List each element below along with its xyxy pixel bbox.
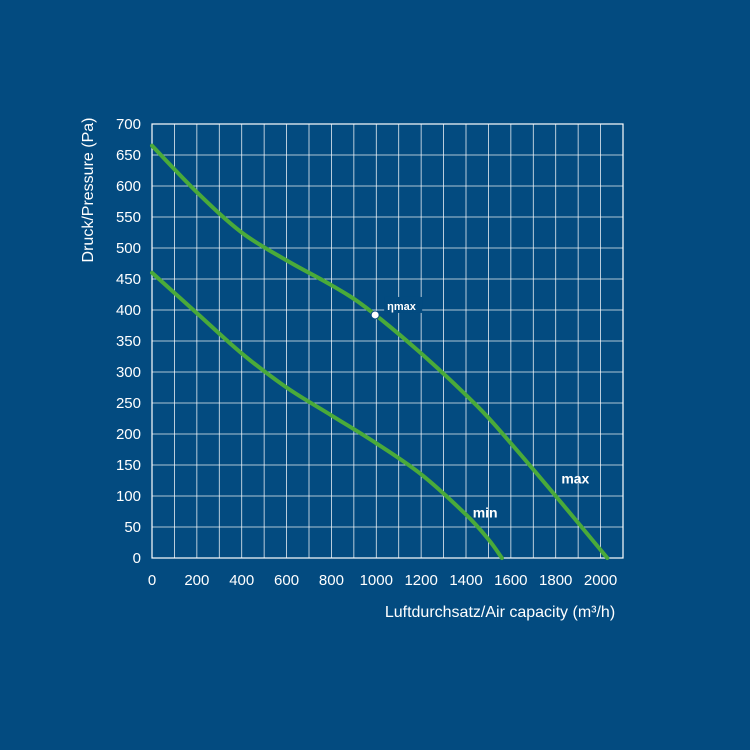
y-tick-label: 150 bbox=[116, 457, 141, 474]
series-labels: max min ηmax bbox=[370, 296, 590, 521]
y-tick-label: 500 bbox=[116, 240, 141, 257]
eta-max-label: ηmax bbox=[387, 301, 417, 313]
y-tick-label: 700 bbox=[116, 116, 141, 133]
x-tick-label: 1600 bbox=[494, 572, 527, 589]
series-label-max: max bbox=[561, 471, 589, 487]
annotation-background bbox=[384, 296, 423, 313]
y-axis-label: Druck/Pressure (Pa) bbox=[80, 118, 97, 263]
x-tick-label: 1400 bbox=[449, 572, 482, 589]
y-tick-label: 300 bbox=[116, 364, 141, 381]
y-tick-label: 100 bbox=[116, 488, 141, 505]
grid bbox=[151, 123, 624, 559]
x-tick-label: 1000 bbox=[360, 572, 393, 589]
y-tick-label: 600 bbox=[116, 178, 141, 195]
series-label-min: min bbox=[473, 505, 498, 521]
x-tick-label: 800 bbox=[319, 572, 344, 589]
x-tick-label: 1800 bbox=[539, 572, 572, 589]
x-tick-label: 200 bbox=[184, 572, 209, 589]
y-tick-label: 550 bbox=[116, 209, 141, 226]
y-tick-label: 200 bbox=[116, 426, 141, 443]
y-tick-label: 450 bbox=[116, 271, 141, 288]
y-tick-label: 250 bbox=[116, 395, 141, 412]
series-line-min bbox=[150, 270, 504, 560]
x-tick-label: 0 bbox=[148, 572, 156, 589]
y-tick-label: 350 bbox=[116, 333, 141, 350]
x-tick-label: 2000 bbox=[584, 572, 617, 589]
curves bbox=[150, 143, 610, 560]
y-tick-label: 650 bbox=[116, 147, 141, 164]
plot-frame bbox=[151, 123, 624, 559]
x-tick-label: 1200 bbox=[404, 572, 437, 589]
x-tick-label: 400 bbox=[229, 572, 254, 589]
y-tick-label: 50 bbox=[124, 519, 141, 536]
y-tick-label: 0 bbox=[133, 550, 141, 567]
x-axis-label: Luftdurchsatz/Air capacity (m³/h) bbox=[385, 604, 615, 621]
x-tick-label: 600 bbox=[274, 572, 299, 589]
eta-max-point bbox=[370, 310, 380, 320]
series-line-max bbox=[150, 143, 610, 560]
y-tick-label: 400 bbox=[116, 302, 141, 319]
tick-labels: 0 200 400 600 800 1000 1200 1400 1600 1800 2000 0 50… bbox=[116, 116, 617, 589]
